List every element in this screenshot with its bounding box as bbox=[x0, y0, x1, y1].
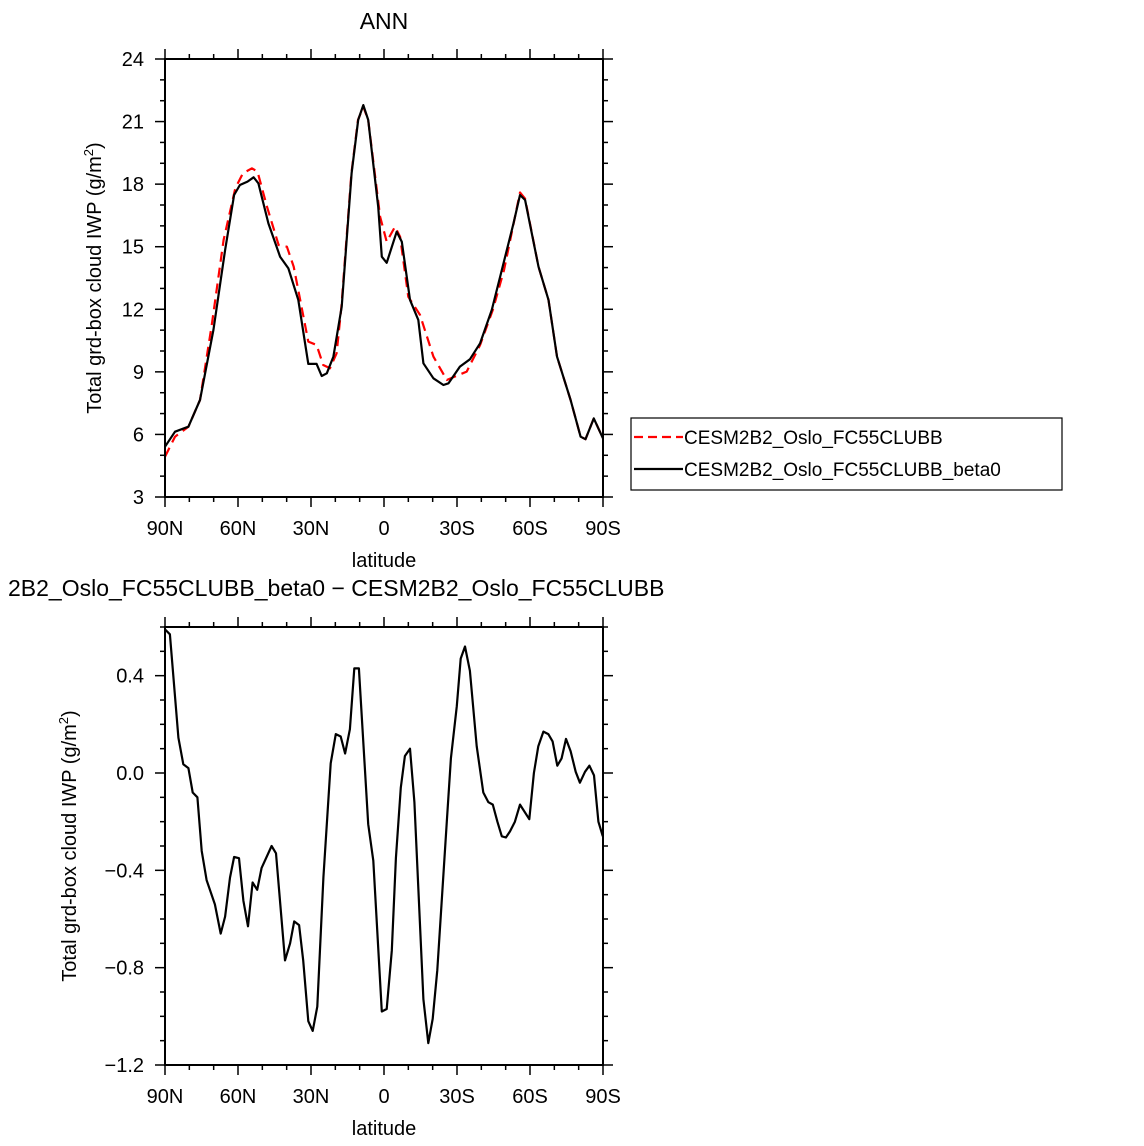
top-chart-title: ANN bbox=[360, 8, 409, 34]
y-tick-label: −0.8 bbox=[105, 958, 144, 980]
y-tick-label: −0.4 bbox=[105, 860, 144, 882]
top-x-axis-label: latitude bbox=[352, 550, 417, 572]
y-tick-label: 0.4 bbox=[116, 666, 144, 688]
series-line-beta0 bbox=[164, 103, 604, 448]
y-tick-label: 0.0 bbox=[116, 763, 144, 785]
plot-frame bbox=[164, 626, 604, 1066]
y-tick-label: 6 bbox=[133, 424, 144, 446]
top-panel-zonal-mean: ANN latitude Total grd-box cloud IWP (g/… bbox=[81, 8, 621, 572]
y-tick-label: 21 bbox=[122, 112, 144, 134]
y-tick-label: 18 bbox=[122, 174, 144, 196]
bottom-x-axis-label: latitude bbox=[352, 1118, 417, 1140]
legend: CESM2B2_Oslo_FC55CLUBB CESM2B2_Oslo_FC55… bbox=[630, 417, 1063, 491]
y-tick-label: 15 bbox=[122, 237, 144, 259]
bottom-panel-difference: 2B2_Oslo_FC55CLUBB_beta0 − CESM2B2_Oslo_… bbox=[8, 575, 664, 1140]
x-tick-label: 90S bbox=[585, 518, 621, 540]
x-tick-label: 60N bbox=[220, 518, 257, 540]
y-tick-label: −1.2 bbox=[105, 1055, 144, 1077]
legend-label-control: CESM2B2_Oslo_FC55CLUBB bbox=[684, 428, 943, 449]
x-tick-label: 30N bbox=[293, 1086, 330, 1108]
series-line-difference bbox=[164, 628, 604, 1045]
y-tick-label: 9 bbox=[133, 362, 144, 384]
x-tick-label: 0 bbox=[378, 1086, 389, 1108]
legend-box bbox=[630, 417, 1063, 491]
bottom-chart-title: 2B2_Oslo_FC55CLUBB_beta0 − CESM2B2_Oslo_… bbox=[8, 575, 664, 601]
bottom-y-axis-label: Total grd-box cloud IWP (g/m2) bbox=[56, 710, 81, 981]
x-tick-label: 90N bbox=[147, 518, 184, 540]
x-tick-label: 60N bbox=[220, 1086, 257, 1108]
x-tick-label: 90N bbox=[147, 1086, 184, 1108]
y-tick-label: 3 bbox=[133, 487, 144, 509]
x-tick-label: 90S bbox=[585, 1086, 621, 1108]
x-tick-label: 30N bbox=[293, 518, 330, 540]
y-tick-label: 24 bbox=[122, 49, 144, 71]
series-line-control bbox=[164, 105, 604, 458]
top-y-axis-label: Total grd-box cloud IWP (g/m2) bbox=[81, 142, 106, 413]
legend-label-beta0: CESM2B2_Oslo_FC55CLUBB_beta0 bbox=[684, 460, 1001, 481]
y-tick-label: 12 bbox=[122, 299, 144, 321]
x-tick-label: 30S bbox=[439, 518, 475, 540]
x-tick-label: 0 bbox=[378, 518, 389, 540]
plot-frame bbox=[164, 58, 604, 498]
x-tick-label: 60S bbox=[512, 518, 548, 540]
x-tick-label: 30S bbox=[439, 1086, 475, 1108]
x-tick-label: 60S bbox=[512, 1086, 548, 1108]
